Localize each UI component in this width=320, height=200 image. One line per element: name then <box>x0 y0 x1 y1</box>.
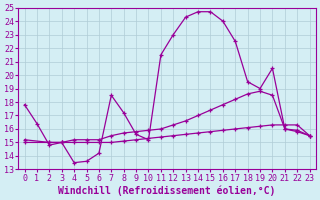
X-axis label: Windchill (Refroidissement éolien,°C): Windchill (Refroidissement éolien,°C) <box>58 185 276 196</box>
